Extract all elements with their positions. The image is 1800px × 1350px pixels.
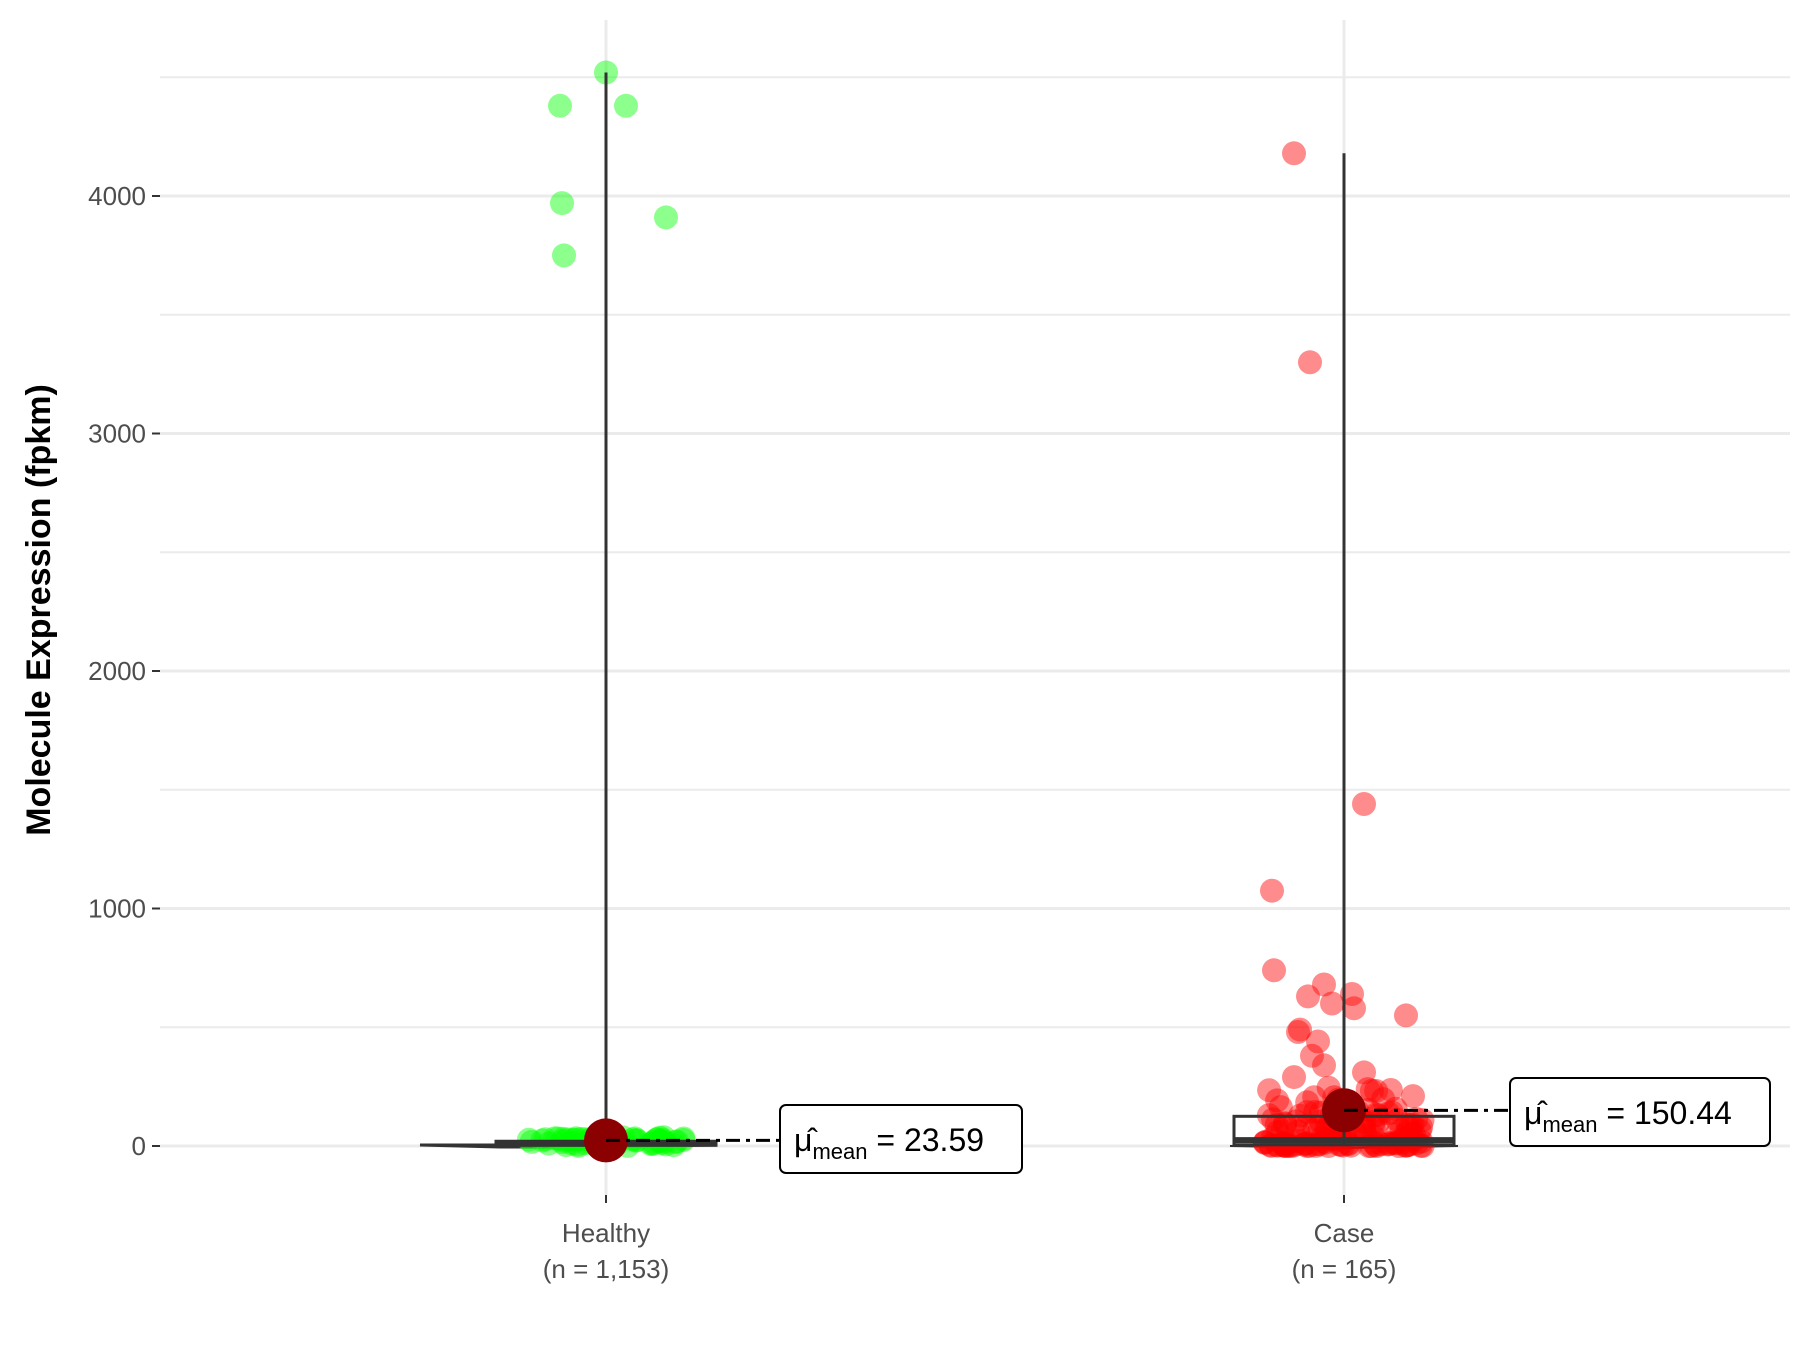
data-point [1404, 1107, 1429, 1131]
data-point [1407, 1118, 1432, 1143]
data-point [1396, 1115, 1421, 1140]
outlier-point [1352, 1060, 1376, 1085]
data-point [671, 1126, 696, 1151]
outlier-point [1312, 972, 1336, 997]
outlier-point [1298, 350, 1322, 375]
mean-subscript: mean [1542, 1112, 1597, 1137]
outlier-point [654, 205, 678, 230]
data-point [1363, 1102, 1388, 1127]
outlier-point [1342, 996, 1366, 1021]
data-point [1264, 1112, 1289, 1137]
y-tick-label: 3000 [88, 419, 146, 449]
outlier-point [1288, 1017, 1312, 1042]
outlier-point [1296, 984, 1320, 1009]
mean-value: = 23.59 [867, 1122, 984, 1158]
data-point [1364, 1079, 1389, 1103]
data-point [516, 1127, 541, 1152]
outlier-point [1394, 1003, 1418, 1028]
outlier-point [1312, 1053, 1336, 1078]
data-point [1371, 1087, 1396, 1112]
data-point [1383, 1096, 1408, 1121]
data-point [1400, 1112, 1425, 1137]
data-point [1359, 1078, 1384, 1103]
data-point [1261, 1107, 1286, 1132]
data-point [1302, 1085, 1327, 1110]
x-tick-label: Case [1314, 1218, 1375, 1248]
mean-value: = 150.44 [1597, 1095, 1731, 1131]
outlier-point [1282, 1065, 1306, 1090]
data-point [1395, 1112, 1420, 1137]
outlier-point [552, 243, 576, 268]
mean-label-box [1509, 1077, 1771, 1147]
mean-label-text: μ̂mean = 150.44 [1524, 1095, 1732, 1137]
outlier-point [1282, 141, 1306, 166]
mean-label-box [779, 1104, 1023, 1174]
data-point [1410, 1108, 1435, 1133]
data-point [1303, 1100, 1328, 1124]
outlier-point [1320, 991, 1344, 1016]
axes: 0 1000 2000 3000 4000 Healthy (n = 1,153) Case (… [88, 181, 1396, 1284]
y-axis-title: Molecule Expression (fpkm) [20, 384, 58, 836]
data-point [1302, 1118, 1327, 1143]
y-tick-label: 0 [132, 1131, 146, 1161]
outlier-point [1340, 982, 1364, 1006]
jitter-points [516, 60, 1435, 1158]
data-point [1355, 1077, 1380, 1102]
y-tick-label: 1000 [88, 894, 146, 924]
data-point [1379, 1100, 1404, 1125]
data-point [1268, 1095, 1293, 1120]
outlier-point [548, 93, 572, 118]
y-tick-label: 4000 [88, 181, 146, 211]
data-point [1273, 1112, 1298, 1137]
data-point [1361, 1114, 1386, 1138]
data-point [1265, 1088, 1290, 1113]
y-tick-label: 2000 [88, 656, 146, 686]
outlier-point [1260, 878, 1284, 903]
outlier-point [1286, 1020, 1310, 1044]
data-point [1376, 1101, 1401, 1126]
data-point [1295, 1090, 1320, 1115]
data-point [1295, 1100, 1320, 1125]
data-point [1398, 1113, 1423, 1138]
data-point [1294, 1113, 1319, 1138]
x-tick-n-label: (n = 165) [1292, 1254, 1397, 1284]
mean-markers: μ̂mean = 23.59 μ̂mean = 150.44 [584, 1077, 1771, 1174]
data-point [1385, 1107, 1410, 1132]
data-point [1257, 1078, 1282, 1103]
data-point [1389, 1118, 1414, 1142]
mean-subscript: mean [812, 1139, 867, 1164]
outlier-point [1262, 958, 1286, 983]
outlier-point [1300, 1043, 1324, 1068]
x-tick-label: Healthy [562, 1218, 650, 1248]
data-point [1409, 1115, 1434, 1140]
boxplots [494, 72, 1456, 1147]
x-tick-n-label: (n = 1,153) [543, 1254, 669, 1284]
outlier-point [550, 191, 574, 216]
data-point [1378, 1078, 1403, 1102]
data-point [1307, 1119, 1332, 1143]
mean-label-text: μ̂mean = 23.59 [794, 1122, 984, 1164]
outlier-point [1352, 792, 1376, 816]
data-point [1401, 1084, 1425, 1109]
outlier-point [1306, 1029, 1330, 1054]
grid-lines [160, 20, 1790, 1195]
outlier-point [614, 93, 638, 118]
